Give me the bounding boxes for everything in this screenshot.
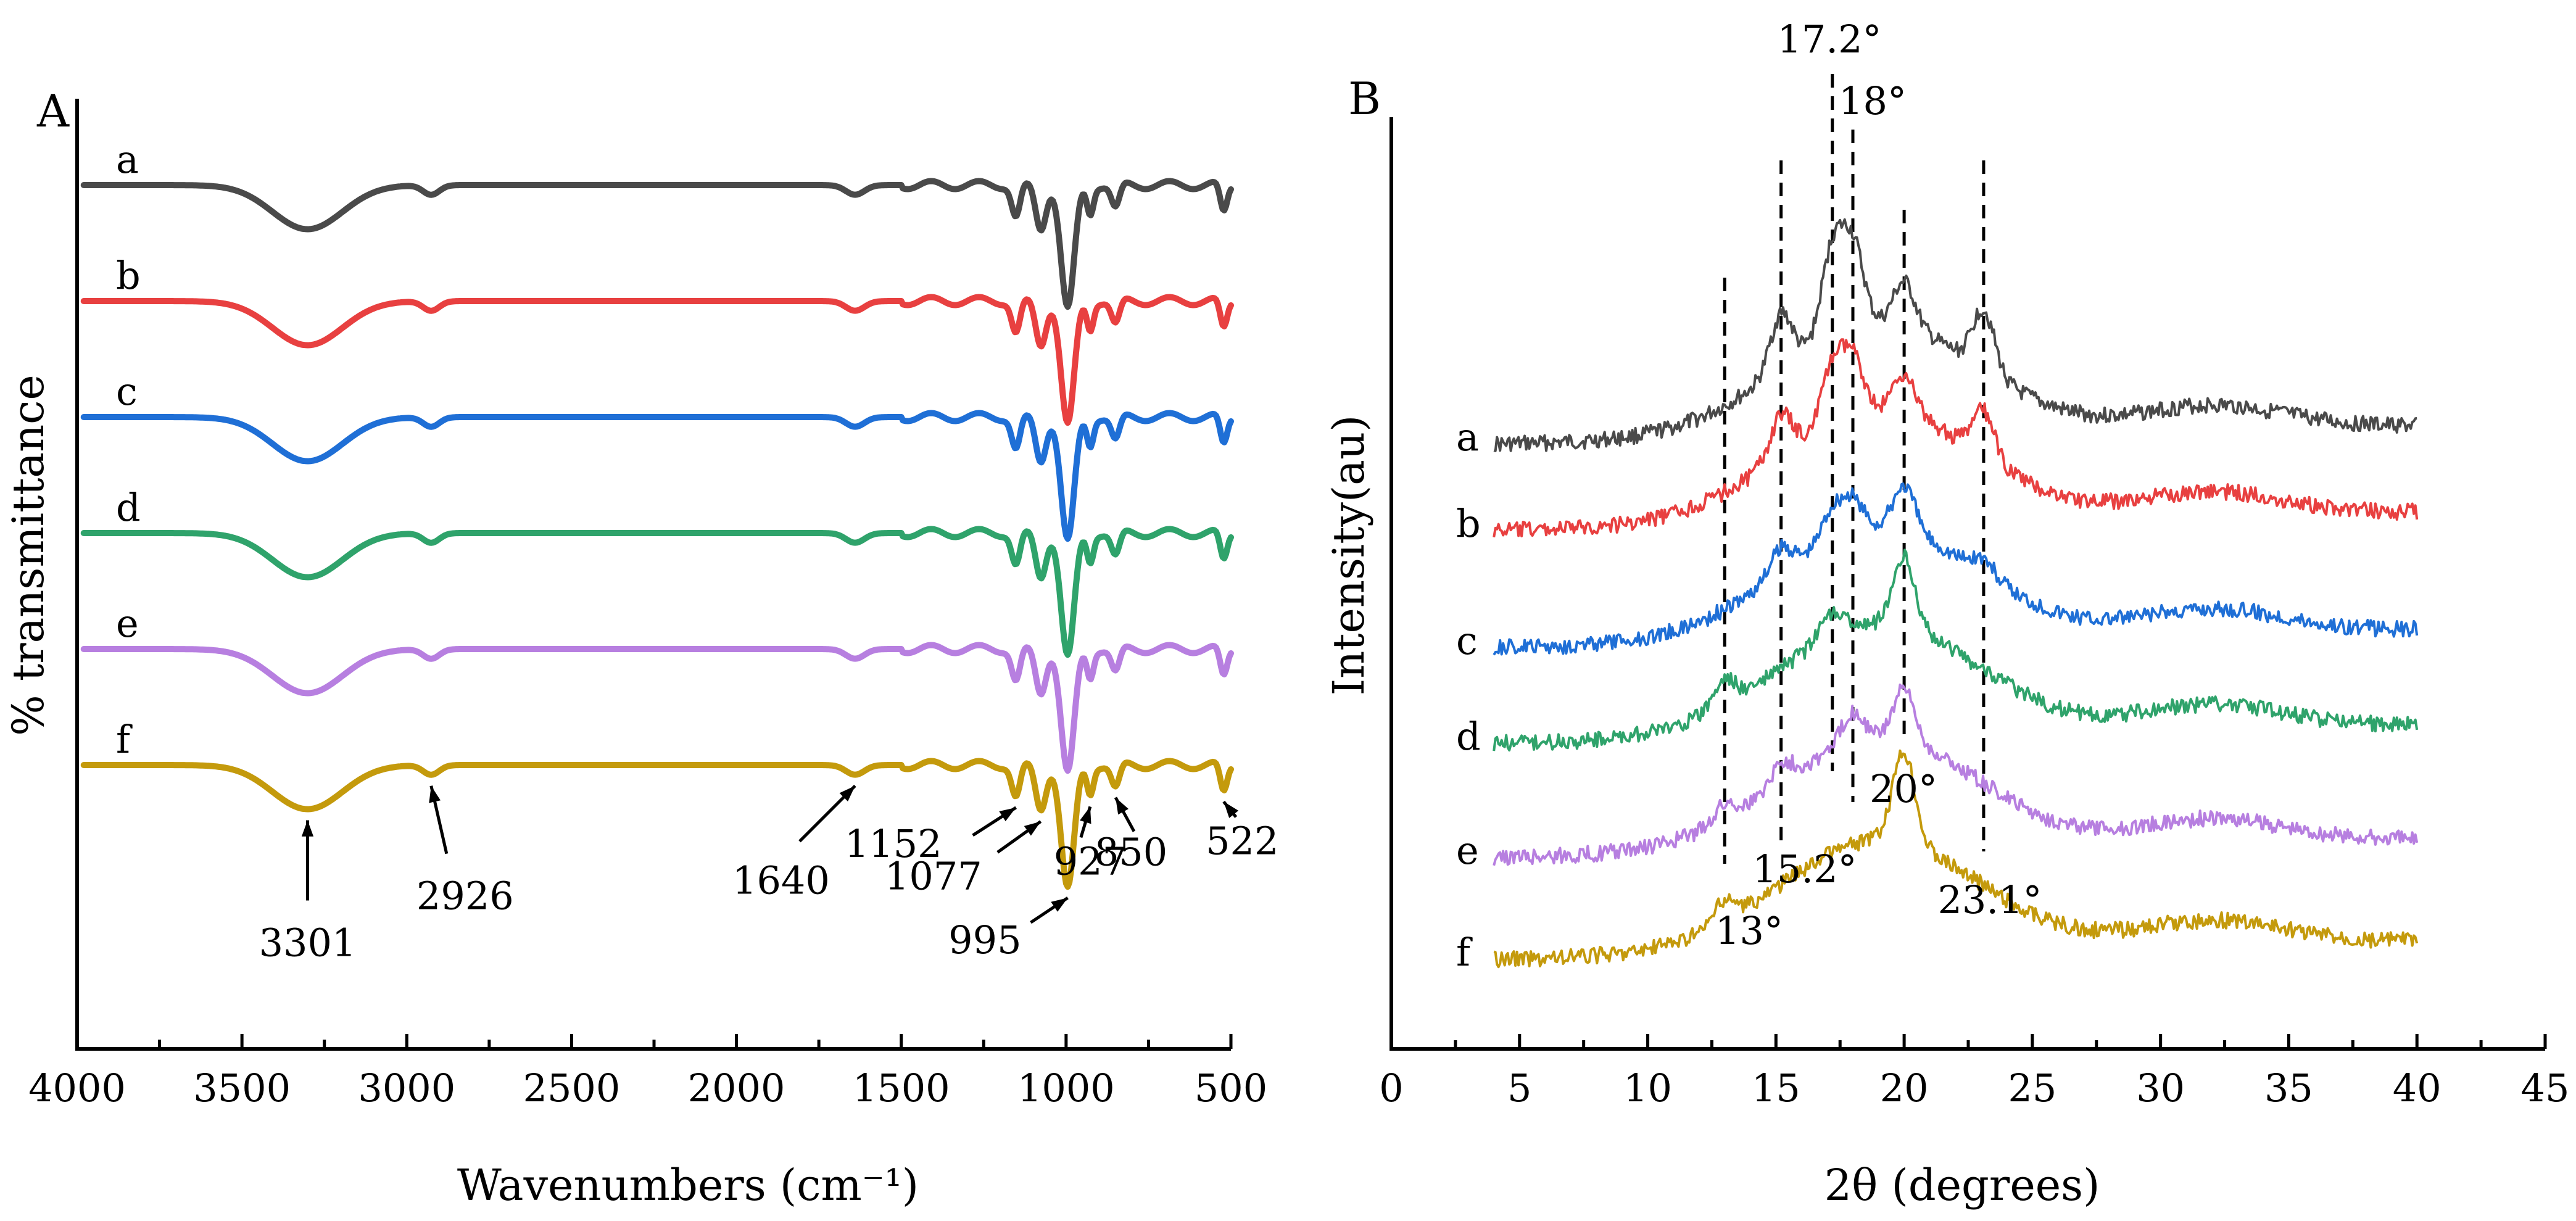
xrd-annotation-label: 13° xyxy=(1715,908,1783,953)
panel-a-traces xyxy=(80,178,1234,890)
xrd-series-label-e: e xyxy=(1456,828,1479,873)
xrd-x-tick-label: 35 xyxy=(2264,1066,2313,1111)
xrd-x-tick-label: 30 xyxy=(2136,1066,2185,1111)
ftir-annotation-arrowhead xyxy=(1051,898,1068,912)
ftir-trace-f xyxy=(80,758,1234,890)
ftir-annotation-arrowhead xyxy=(1116,797,1129,815)
panel-a-series-labels: a b c d e f xyxy=(116,137,141,762)
ftir-series-label-f: f xyxy=(116,717,133,762)
ftir-annotation-label: 995 xyxy=(948,917,1021,962)
ftir-annotation-label: 3301 xyxy=(259,921,357,966)
ftir-annotation-arrowhead xyxy=(839,785,855,801)
ftir-series-label-c: c xyxy=(116,369,138,414)
ftir-annotation-label: 1077 xyxy=(885,853,982,898)
ftir-annotation-arrowhead xyxy=(1224,801,1239,818)
panel-b-x-ticks: 0 5 10 15 20 25 30 35 40 45 xyxy=(1379,1034,2569,1111)
xrd-series-label-c: c xyxy=(1456,618,1478,663)
ftir-series-label-e: e xyxy=(116,601,139,646)
panel-b-reference-lines xyxy=(1723,74,1986,864)
panel-a-ftir: A % transmittance Wavenumbers (cm⁻¹) a b c… xyxy=(3,85,1278,1211)
ftir-annotation-arrowhead xyxy=(301,820,314,837)
ftir-annotation-arrowhead xyxy=(429,785,441,803)
xrd-x-tick-label: 40 xyxy=(2393,1066,2441,1111)
panel-a-ylabel: % transmittance xyxy=(3,375,54,736)
xrd-trace-b xyxy=(1493,338,2419,538)
ftir-annotation-arrowhead xyxy=(1080,806,1091,824)
ftir-x-tick-label: 2000 xyxy=(688,1066,785,1111)
xrd-series-label-a: a xyxy=(1456,415,1479,460)
xrd-x-tick-label: 10 xyxy=(1623,1066,1672,1111)
xrd-x-tick-label: 45 xyxy=(2521,1066,2570,1111)
xrd-annotation-label: 15.2° xyxy=(1752,846,1857,892)
xrd-trace-a xyxy=(1493,218,2417,452)
panel-a-x-ticks: 4000 3500 3000 2500 2000 1500 1000 500 xyxy=(28,1034,1267,1111)
panel-a-label: A xyxy=(36,85,70,137)
xrd-x-tick-label: 5 xyxy=(1507,1066,1531,1111)
ftir-trace-e xyxy=(80,642,1234,774)
ftir-series-label-a: a xyxy=(116,137,139,182)
ftir-annotation-label: 850 xyxy=(1095,830,1167,875)
panel-b-axes xyxy=(1389,117,2545,1051)
ftir-trace-a xyxy=(80,178,1234,310)
ftir-annotation-arrowhead xyxy=(999,807,1016,822)
xrd-x-tick-label: 0 xyxy=(1379,1066,1403,1111)
xrd-series-label-f: f xyxy=(1456,930,1473,975)
ftir-x-tick-label: 500 xyxy=(1195,1066,1267,1111)
ftir-annotation-label: 522 xyxy=(1206,818,1278,863)
xrd-trace-f xyxy=(1493,749,2419,969)
panel-b-traces xyxy=(1493,218,2419,969)
xrd-annotation-label: 18° xyxy=(1839,78,1907,123)
panel-b-label: B xyxy=(1348,73,1381,125)
ftir-x-tick-label: 1000 xyxy=(1017,1066,1115,1111)
ftir-series-label-d: d xyxy=(116,485,141,530)
ftir-annotation-label: 927 xyxy=(1054,838,1127,884)
xrd-x-tick-label: 20 xyxy=(1880,1066,1929,1111)
panel-b-xlabel: 2θ (degrees) xyxy=(1824,1160,2100,1211)
xrd-annotation-label: 17.2° xyxy=(1777,17,1881,62)
xrd-series-label-b: b xyxy=(1456,501,1481,546)
ftir-x-tick-label: 3000 xyxy=(358,1066,455,1111)
ftir-x-tick-label: 1500 xyxy=(853,1066,950,1111)
ftir-x-tick-label: 2500 xyxy=(523,1066,621,1111)
xrd-trace-d xyxy=(1493,548,2419,751)
xrd-annotation-label: 23.1° xyxy=(1937,877,2042,922)
xrd-trace-e xyxy=(1493,683,2419,866)
ftir-annotation-label: 1640 xyxy=(732,858,830,903)
ftir-annotation-arrowhead xyxy=(1024,821,1041,836)
xrd-series-label-d: d xyxy=(1456,714,1481,759)
ftir-annotation-label: 2926 xyxy=(416,874,514,919)
xrd-x-tick-label: 25 xyxy=(2008,1066,2056,1111)
ftir-x-tick-label: 4000 xyxy=(28,1066,126,1111)
xrd-trace-c xyxy=(1493,482,2419,656)
xrd-x-tick-label: 15 xyxy=(1752,1066,1800,1111)
panel-b-series-labels: ab c d e f xyxy=(1456,415,1481,975)
xrd-annotation-label: 20° xyxy=(1870,766,1937,811)
panel-b-peak-annotations: 17.2° 18° 20° 15.2° 23.1° 13° xyxy=(1715,17,2042,953)
ftir-series-label-b: b xyxy=(116,253,141,298)
panel-a-axes xyxy=(75,99,1231,1051)
ftir-trace-d xyxy=(80,526,1234,658)
ftir-annotation-label: 1152 xyxy=(845,821,942,866)
panel-a-xlabel: Wavenumbers (cm⁻¹) xyxy=(457,1160,919,1211)
panel-b-xrd: B Intensity(au) 2θ (degrees) ab c d e f 17.2… xyxy=(1323,17,2569,1211)
ftir-trace-c xyxy=(80,410,1234,542)
panel-b-ylabel: Intensity(au) xyxy=(1323,415,1374,696)
ftir-trace-b xyxy=(80,294,1234,426)
ftir-x-tick-label: 3500 xyxy=(193,1066,291,1111)
